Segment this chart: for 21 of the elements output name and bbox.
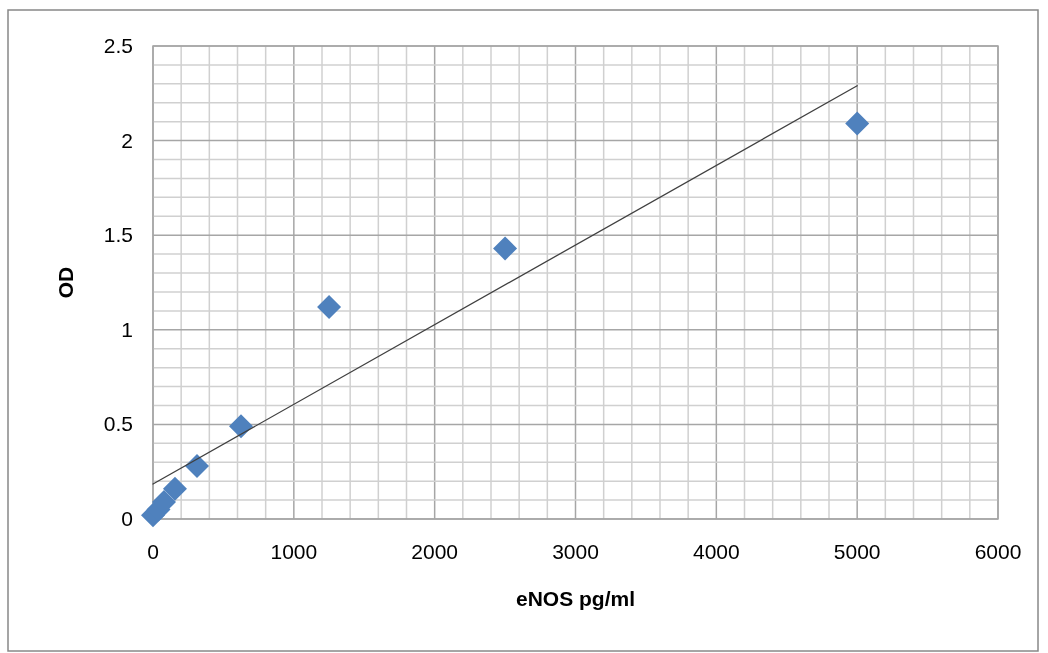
y-tick-label: 0.5 bbox=[103, 412, 133, 436]
y-tick-label: 0 bbox=[121, 507, 133, 530]
x-tick-label: 2000 bbox=[411, 540, 459, 563]
x-tick-label: 4000 bbox=[692, 540, 740, 563]
point bbox=[845, 111, 870, 136]
x-axis-title: eNOS pg/ml bbox=[515, 587, 636, 610]
y-tick-label: 1 bbox=[121, 317, 133, 341]
point bbox=[185, 454, 210, 479]
x-tick-label: 6000 bbox=[974, 540, 1022, 563]
point bbox=[317, 295, 342, 320]
x-tick-label: 3000 bbox=[552, 540, 599, 563]
point bbox=[493, 236, 518, 261]
y-axis-title: OD bbox=[54, 266, 77, 299]
x-tick-label: 0 bbox=[147, 540, 159, 563]
y-tick-label: 2.5 bbox=[103, 34, 133, 57]
point bbox=[229, 414, 254, 439]
y-tick-label: 2 bbox=[121, 128, 133, 152]
x-tick-label: 1000 bbox=[270, 540, 318, 563]
point bbox=[162, 476, 187, 501]
x-tick-label: 5000 bbox=[833, 540, 881, 563]
y-tick-label: 1.5 bbox=[103, 223, 133, 247]
